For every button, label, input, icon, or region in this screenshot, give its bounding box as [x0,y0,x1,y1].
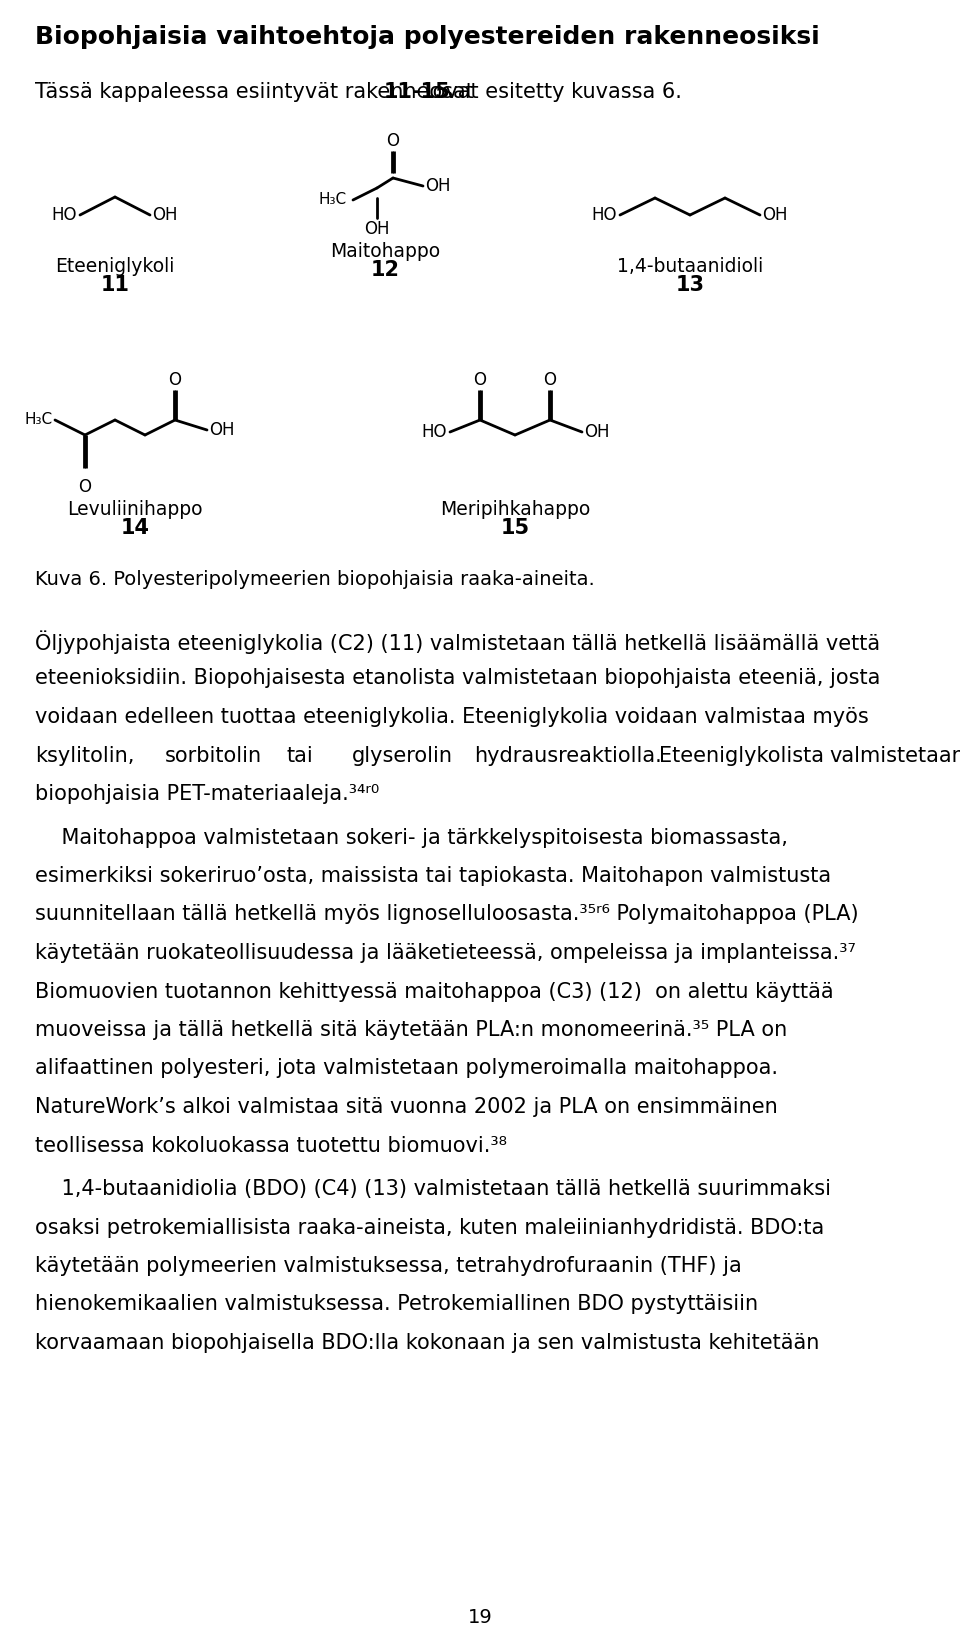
Text: käytetään ruokateollisuudessa ja lääketieteessä, ompeleissa ja implanteissa.³⁷: käytetään ruokateollisuudessa ja lääketi… [35,943,856,963]
Text: esimerkiksi sokeriruo’osta, maissista tai tapiokasta. Maitohapon valmistusta: esimerkiksi sokeriruo’osta, maissista ta… [35,866,831,885]
Text: hienokemikaalien valmistuksessa. Petrokemiallinen BDO pystyttäisiin: hienokemikaalien valmistuksessa. Petroke… [35,1295,758,1315]
Text: muoveissa ja tällä hetkellä sitä käytetään PLA:n monomeerinä.³⁵ PLA on: muoveissa ja tällä hetkellä sitä käytetä… [35,1019,787,1041]
Text: hydrausreaktiolla.: hydrausreaktiolla. [473,745,661,765]
Text: 1,4-butaanidioli: 1,4-butaanidioli [617,258,763,276]
Text: OH: OH [209,421,234,439]
Text: Tässä kappaleessa esiintyvät rakenneosat: Tässä kappaleessa esiintyvät rakenneosat [35,83,481,102]
Text: OH: OH [364,220,390,238]
Text: OH: OH [584,423,610,441]
Text: biopohjaisia PET-materiaaleja.³⁴ʳ⁰: biopohjaisia PET-materiaaleja.³⁴ʳ⁰ [35,785,379,805]
Text: Meripihkahappo: Meripihkahappo [440,501,590,519]
Text: OH: OH [152,206,178,225]
Text: Eteeniglykoli: Eteeniglykoli [56,258,175,276]
Text: O: O [473,372,487,388]
Text: 1,4-butaanidiolia (BDO) (C4) (13) valmistetaan tällä hetkellä suurimmaksi: 1,4-butaanidiolia (BDO) (C4) (13) valmis… [35,1180,831,1199]
Text: Biomuovien tuotannon kehittyessä maitohappoa (C3) (12)  on alettu käyttää: Biomuovien tuotannon kehittyessä maitoha… [35,981,833,1001]
Text: O: O [79,477,91,496]
Text: HO: HO [421,423,447,441]
Text: 19: 19 [468,1607,492,1627]
Text: O: O [387,132,399,150]
Text: O: O [169,372,181,388]
Text: 14: 14 [121,519,150,539]
Text: 15: 15 [500,519,530,539]
Text: suunnitellaan tällä hetkellä myös lignoselluloosasta.³⁵ʳ⁶ Polymaitohappoa (PLA): suunnitellaan tällä hetkellä myös lignos… [35,905,858,925]
Text: OH: OH [425,177,450,195]
Text: 11: 11 [101,274,130,296]
Text: osaksi petrokemiallisista raaka-aineista, kuten maleiinianhydridistä. BDO:ta: osaksi petrokemiallisista raaka-aineista… [35,1218,825,1237]
Text: HO: HO [52,206,77,225]
Text: 13: 13 [676,274,705,296]
Text: korvaamaan biopohjaisella BDO:lla kokonaan ja sen valmistusta kehitetään: korvaamaan biopohjaisella BDO:lla kokona… [35,1333,820,1353]
Text: käytetään polymeerien valmistuksessa, tetrahydrofuraanin (THF) ja: käytetään polymeerien valmistuksessa, te… [35,1256,742,1275]
Text: eteenioksidiin. Biopohjaisesta etanolista valmistetaan biopohjaista eteeniä, jos: eteenioksidiin. Biopohjaisesta etanolist… [35,669,880,689]
Text: H₃C: H₃C [319,193,347,208]
Text: Levuliinihappo: Levuliinihappo [67,501,203,519]
Text: Maitohappo: Maitohappo [330,241,440,261]
Text: Biopohjaisia vaihtoehtoja polyestereiden rakenneosiksi: Biopohjaisia vaihtoehtoja polyestereiden… [35,25,820,50]
Text: 11-15: 11-15 [383,83,450,102]
Text: teollisessa kokoluokassa tuotettu biomuovi.³⁸: teollisessa kokoluokassa tuotettu biomuo… [35,1135,507,1155]
Text: 12: 12 [371,259,399,279]
Text: O: O [543,372,557,388]
Text: valmistetaan: valmistetaan [829,745,960,765]
Text: Kuva 6. Polyesteripolymeerien biopohjaisia raaka-aineita.: Kuva 6. Polyesteripolymeerien biopohjais… [35,570,595,590]
Text: tai: tai [286,745,313,765]
Text: H₃C: H₃C [25,413,53,428]
Text: Eteeniglykolista: Eteeniglykolista [660,745,825,765]
Text: ksylitolin,: ksylitolin, [35,745,134,765]
Text: ovat esitetty kuvassa 6.: ovat esitetty kuvassa 6. [426,83,682,102]
Text: HO: HO [591,206,617,225]
Text: Öljypohjaista eteeniglykolia (C2) (11) valmistetaan tällä hetkellä lisäämällä ve: Öljypohjaista eteeniglykolia (C2) (11) v… [35,629,880,654]
Text: NatureWork’s alkoi valmistaa sitä vuonna 2002 ja PLA on ensimmäinen: NatureWork’s alkoi valmistaa sitä vuonna… [35,1097,778,1117]
Text: glyserolin: glyserolin [352,745,453,765]
Text: sorbitolin: sorbitolin [165,745,262,765]
Text: Maitohappoa valmistetaan sokeri- ja tärkkelyspitoisesta biomassasta,: Maitohappoa valmistetaan sokeri- ja tärk… [35,828,788,847]
Text: OH: OH [762,206,787,225]
Text: alifaattinen polyesteri, jota valmistetaan polymeroimalla maitohappoa.: alifaattinen polyesteri, jota valmisteta… [35,1059,778,1079]
Text: voidaan edelleen tuottaa eteeniglykolia. Eteeniglykolia voidaan valmistaa myös: voidaan edelleen tuottaa eteeniglykolia.… [35,707,869,727]
